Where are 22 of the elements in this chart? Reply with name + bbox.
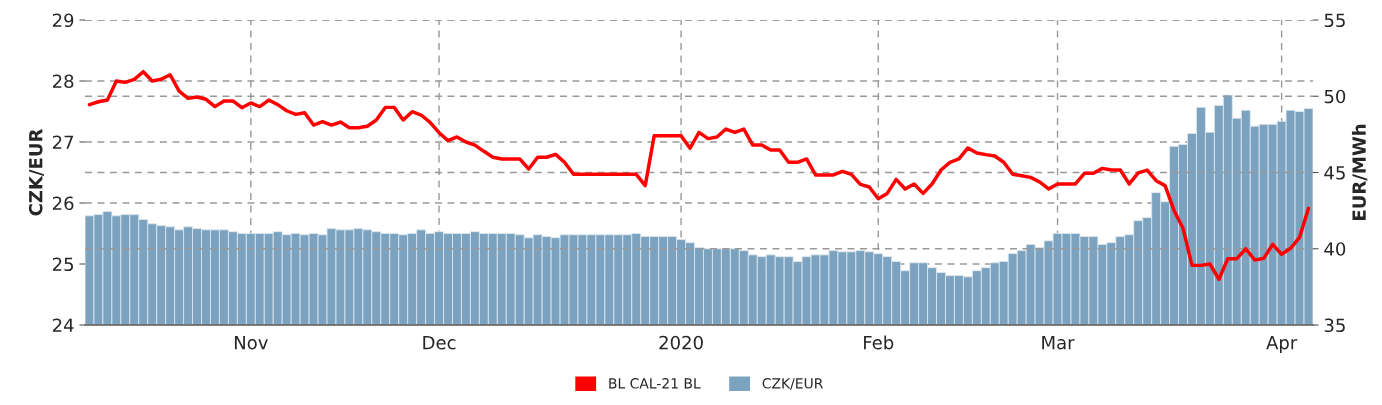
legend-label: CZK/EUR: [762, 378, 823, 390]
y-tick-label: 28: [52, 74, 74, 89]
y-tick-label: 27: [52, 135, 74, 149]
x-tick-label: Mar: [1042, 335, 1075, 350]
x-tick-label: Nov: [234, 335, 268, 350]
y-tick-label: 25: [52, 257, 74, 272]
x-tick-label: Apr: [1266, 335, 1298, 353]
x-tick-label: Dec: [423, 335, 456, 350]
y-tick-label: 26: [52, 196, 74, 211]
line-series: [87, 69, 1311, 281]
y2-tick-label: 50: [1324, 89, 1346, 104]
legend-label: BL CAL-21 BL: [609, 378, 701, 389]
y2-tick-label: 35: [1324, 318, 1345, 333]
y2-tick-label: 40: [1324, 242, 1346, 256]
y-axis-title: CZK/EUR: [28, 128, 44, 216]
y-tick-label: 24: [52, 318, 74, 332]
y-tick-label: 29: [52, 13, 74, 28]
y2-tick-label: 45: [1324, 166, 1345, 180]
y2-tick-label: 55: [1324, 13, 1345, 28]
x-tick-label: Feb: [864, 335, 894, 350]
x-tick-label: 2020: [659, 335, 703, 350]
y2-axis-title: EUR/MWh: [1351, 124, 1368, 220]
